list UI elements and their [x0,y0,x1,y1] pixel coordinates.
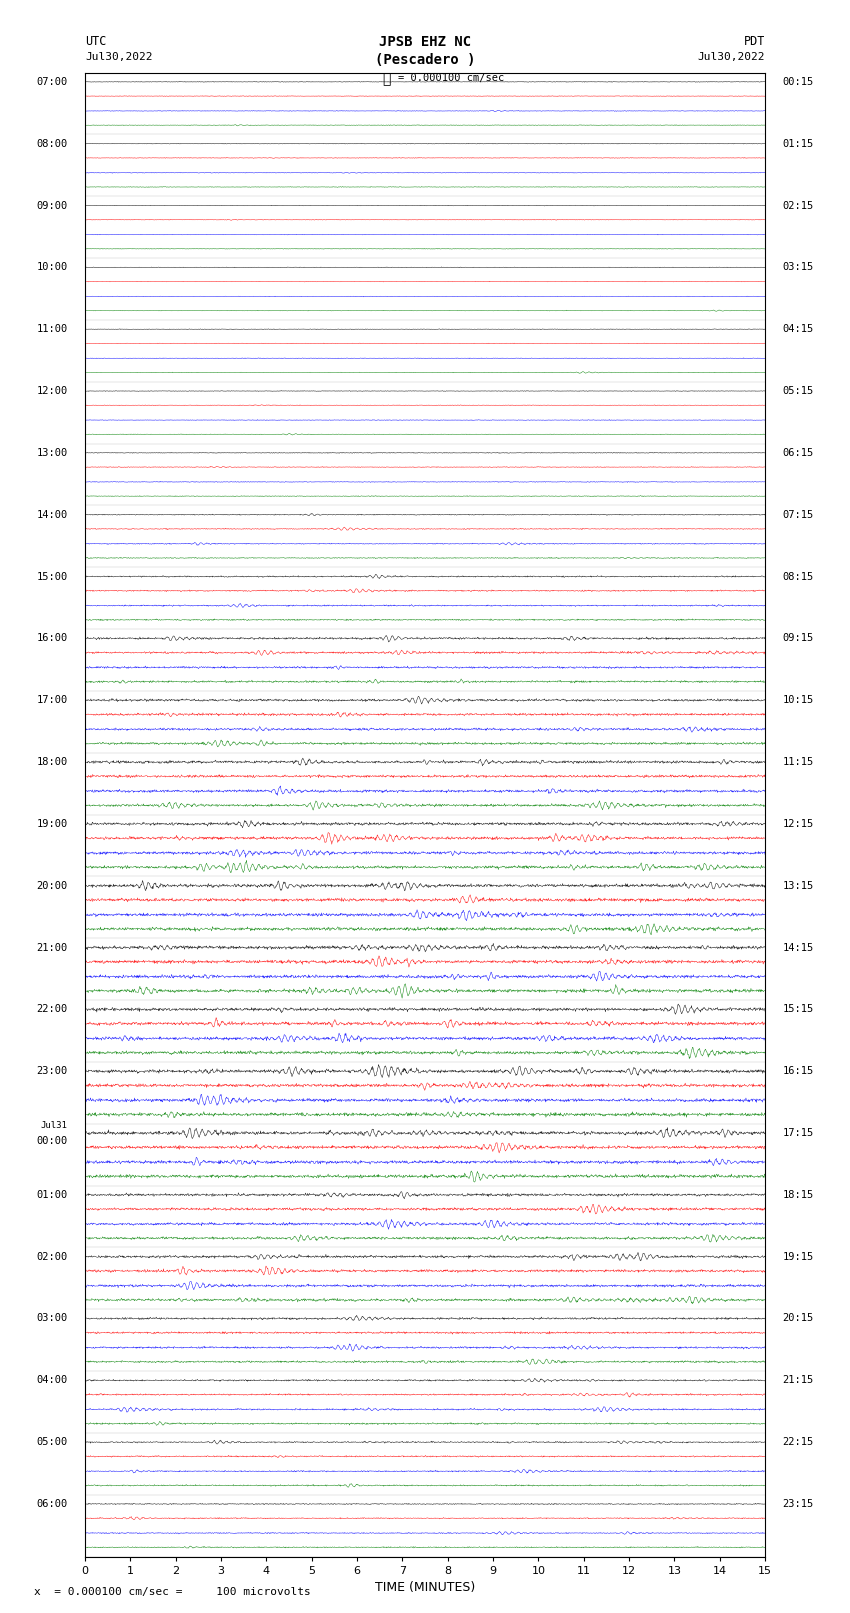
Text: 03:00: 03:00 [37,1313,68,1324]
Text: 21:15: 21:15 [782,1376,813,1386]
Text: JPSB EHZ NC: JPSB EHZ NC [379,35,471,50]
Text: 14:00: 14:00 [37,510,68,519]
Text: 12:00: 12:00 [37,386,68,397]
Text: 10:15: 10:15 [782,695,813,705]
Text: 15:00: 15:00 [37,571,68,582]
Text: 11:00: 11:00 [37,324,68,334]
Text: 02:00: 02:00 [37,1252,68,1261]
Text: 20:00: 20:00 [37,881,68,890]
Text: 04:00: 04:00 [37,1376,68,1386]
Text: 22:15: 22:15 [782,1437,813,1447]
Text: 16:15: 16:15 [782,1066,813,1076]
Text: 01:00: 01:00 [37,1190,68,1200]
Text: 20:15: 20:15 [782,1313,813,1324]
Text: 00:00: 00:00 [37,1136,68,1147]
Text: 13:15: 13:15 [782,881,813,890]
Text: 18:15: 18:15 [782,1190,813,1200]
Text: 07:15: 07:15 [782,510,813,519]
Text: Jul30,2022: Jul30,2022 [85,52,152,61]
Text: 23:00: 23:00 [37,1066,68,1076]
Text: 09:00: 09:00 [37,200,68,211]
Text: 03:15: 03:15 [782,263,813,273]
X-axis label: TIME (MINUTES): TIME (MINUTES) [375,1581,475,1594]
Text: 23:15: 23:15 [782,1498,813,1510]
Text: 06:15: 06:15 [782,448,813,458]
Text: 08:00: 08:00 [37,139,68,148]
Text: 08:15: 08:15 [782,571,813,582]
Text: x  = 0.000100 cm/sec =     100 microvolts: x = 0.000100 cm/sec = 100 microvolts [34,1587,311,1597]
Text: 22:00: 22:00 [37,1005,68,1015]
Text: ⎸: ⎸ [382,73,391,87]
Text: 13:00: 13:00 [37,448,68,458]
Text: PDT: PDT [744,35,765,48]
Text: 05:15: 05:15 [782,386,813,397]
Text: 15:15: 15:15 [782,1005,813,1015]
Text: 01:15: 01:15 [782,139,813,148]
Text: 17:15: 17:15 [782,1127,813,1139]
Text: (Pescadero ): (Pescadero ) [375,53,475,68]
Text: 02:15: 02:15 [782,200,813,211]
Text: Jul31: Jul31 [41,1121,68,1129]
Text: 04:15: 04:15 [782,324,813,334]
Text: 06:00: 06:00 [37,1498,68,1510]
Text: 14:15: 14:15 [782,942,813,953]
Text: 18:00: 18:00 [37,756,68,768]
Text: 07:00: 07:00 [37,77,68,87]
Text: 11:15: 11:15 [782,756,813,768]
Text: = 0.000100 cm/sec: = 0.000100 cm/sec [398,73,504,82]
Text: 16:00: 16:00 [37,634,68,644]
Text: 10:00: 10:00 [37,263,68,273]
Text: 05:00: 05:00 [37,1437,68,1447]
Text: 19:00: 19:00 [37,819,68,829]
Text: 00:15: 00:15 [782,77,813,87]
Text: 21:00: 21:00 [37,942,68,953]
Text: Jul30,2022: Jul30,2022 [698,52,765,61]
Text: 19:15: 19:15 [782,1252,813,1261]
Text: 17:00: 17:00 [37,695,68,705]
Text: 09:15: 09:15 [782,634,813,644]
Text: UTC: UTC [85,35,106,48]
Text: 12:15: 12:15 [782,819,813,829]
